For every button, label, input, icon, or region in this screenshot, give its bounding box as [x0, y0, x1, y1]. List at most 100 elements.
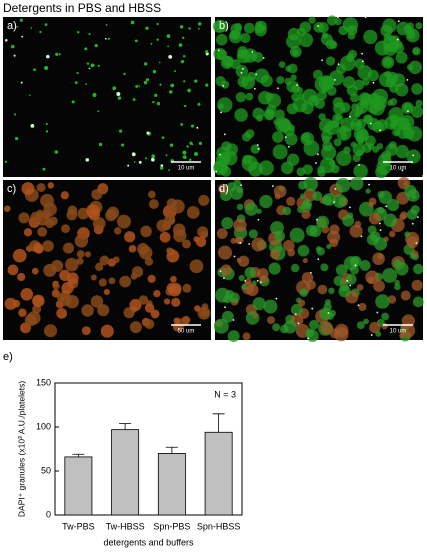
cell: [173, 317, 181, 325]
cell: [245, 92, 254, 101]
cell: [67, 205, 78, 216]
cell: [400, 211, 408, 219]
cell: [266, 104, 277, 115]
cell: [404, 231, 411, 238]
granule: [223, 277, 225, 280]
granule: [135, 84, 139, 88]
cell: [241, 284, 248, 290]
cell: [76, 250, 85, 259]
cell: [305, 328, 315, 338]
error-bar: [212, 413, 225, 433]
cell: [98, 278, 107, 287]
granule: [239, 242, 242, 244]
granule: [133, 161, 136, 163]
granule: [130, 20, 135, 25]
granule: [178, 43, 183, 47]
granule: [30, 124, 35, 128]
cell: [87, 208, 101, 221]
granule: [189, 141, 193, 145]
granule: [180, 123, 184, 126]
granule: [174, 70, 177, 73]
cell: [412, 46, 421, 56]
cell: [259, 194, 273, 209]
cell: [7, 264, 19, 276]
cell: [350, 93, 360, 103]
cell: [367, 143, 375, 150]
cell: [254, 68, 270, 84]
granule: [97, 110, 100, 113]
granule: [90, 63, 95, 68]
cell: [334, 327, 349, 342]
cell: [411, 83, 423, 95]
granule: [309, 271, 312, 274]
cell: [150, 309, 160, 319]
cell: [302, 164, 313, 175]
cell: [220, 264, 232, 276]
granule: [11, 44, 15, 49]
cell: [319, 307, 332, 321]
granule: [407, 110, 409, 113]
granule: [152, 69, 157, 74]
granule: [262, 57, 265, 59]
cell: [217, 103, 224, 110]
granule: [224, 306, 226, 309]
cell: [45, 219, 55, 229]
cell: [352, 143, 366, 156]
cell: [356, 106, 364, 115]
granule: [138, 160, 142, 164]
granule: [160, 164, 164, 168]
cell: [317, 168, 326, 177]
cell: [312, 69, 323, 80]
cell: [286, 34, 301, 49]
cell: [315, 246, 322, 252]
cell: [52, 282, 60, 290]
cell: [59, 269, 71, 282]
cell: [248, 229, 258, 239]
cell: [326, 243, 332, 250]
granule: [275, 297, 278, 300]
cell: [394, 283, 401, 291]
cell: [362, 77, 370, 86]
cell: [129, 298, 142, 312]
granule: [315, 162, 317, 164]
cell: [189, 259, 204, 274]
cell: [12, 248, 27, 263]
cell: [242, 332, 251, 341]
granule: [370, 334, 373, 336]
cell: [259, 275, 268, 284]
cell: [106, 206, 120, 220]
cell: [236, 186, 244, 194]
granule: [86, 62, 90, 65]
cell: [346, 24, 358, 36]
granule: [138, 85, 141, 87]
granule: [151, 154, 156, 159]
error-bar: [119, 423, 132, 430]
cell: [369, 321, 381, 334]
cell: [317, 284, 328, 295]
granule: [259, 281, 262, 284]
scale-label: 10 um: [390, 166, 407, 172]
granule: [112, 86, 117, 91]
cell: [128, 245, 137, 253]
granule: [46, 54, 50, 59]
granule: [183, 80, 186, 83]
granule: [296, 84, 298, 86]
cell: [296, 27, 306, 37]
granule: [158, 61, 161, 64]
cell: [291, 84, 301, 94]
granule: [179, 25, 184, 29]
cell: [381, 150, 392, 161]
cell: [312, 191, 323, 202]
cell: [245, 311, 260, 325]
granule: [316, 153, 319, 156]
cell: [116, 214, 131, 229]
cell: [124, 231, 136, 243]
cell: [389, 97, 398, 106]
cell: [321, 194, 332, 206]
granule: [369, 122, 372, 125]
cell: [42, 240, 54, 252]
x-tick-label: Spn-HBSS: [197, 521, 241, 531]
cell: [97, 304, 110, 317]
granule: [146, 131, 150, 135]
cell: [237, 76, 249, 88]
